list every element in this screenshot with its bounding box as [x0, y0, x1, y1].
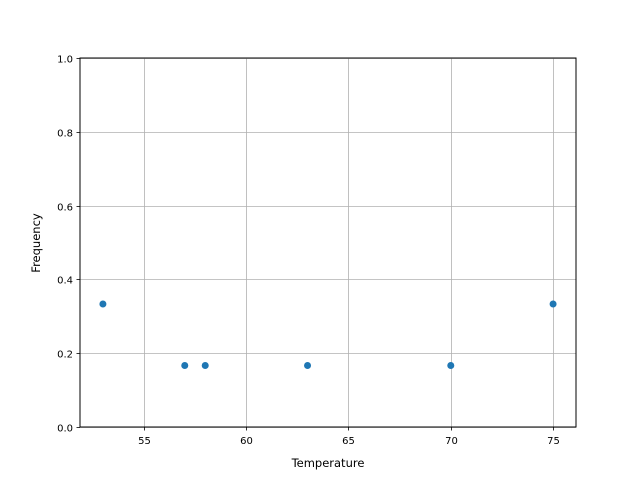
data-points — [99, 300, 557, 369]
ticks: 55 60 65 70 75 0.0 0.2 0.4 0.6 0.8 1.0 — [57, 55, 560, 448]
y-tick-label: 1.0 — [57, 55, 73, 66]
y-tick-label: 0.0 — [57, 424, 73, 435]
x-tick-label: 65 — [342, 436, 355, 447]
data-point — [447, 361, 455, 369]
x-tick-label: 75 — [547, 436, 560, 447]
data-point — [99, 300, 107, 308]
data-point — [181, 361, 189, 369]
data-point — [201, 361, 209, 369]
y-tick-label: 0.4 — [57, 276, 73, 287]
x-tick-label: 60 — [240, 436, 253, 447]
x-tick-label: 55 — [138, 436, 151, 447]
data-point — [304, 361, 312, 369]
y-tick-label: 0.6 — [57, 203, 73, 214]
y-tick-label: 0.2 — [57, 350, 73, 361]
y-tick-label: 0.8 — [57, 129, 73, 140]
x-tick-label: 70 — [445, 436, 458, 447]
data-point — [549, 300, 557, 308]
x-axis-label: Temperature — [291, 456, 365, 470]
grid — [80, 58, 576, 428]
y-axis-label: Frequency — [29, 213, 43, 273]
plot-frame — [79, 57, 577, 428]
